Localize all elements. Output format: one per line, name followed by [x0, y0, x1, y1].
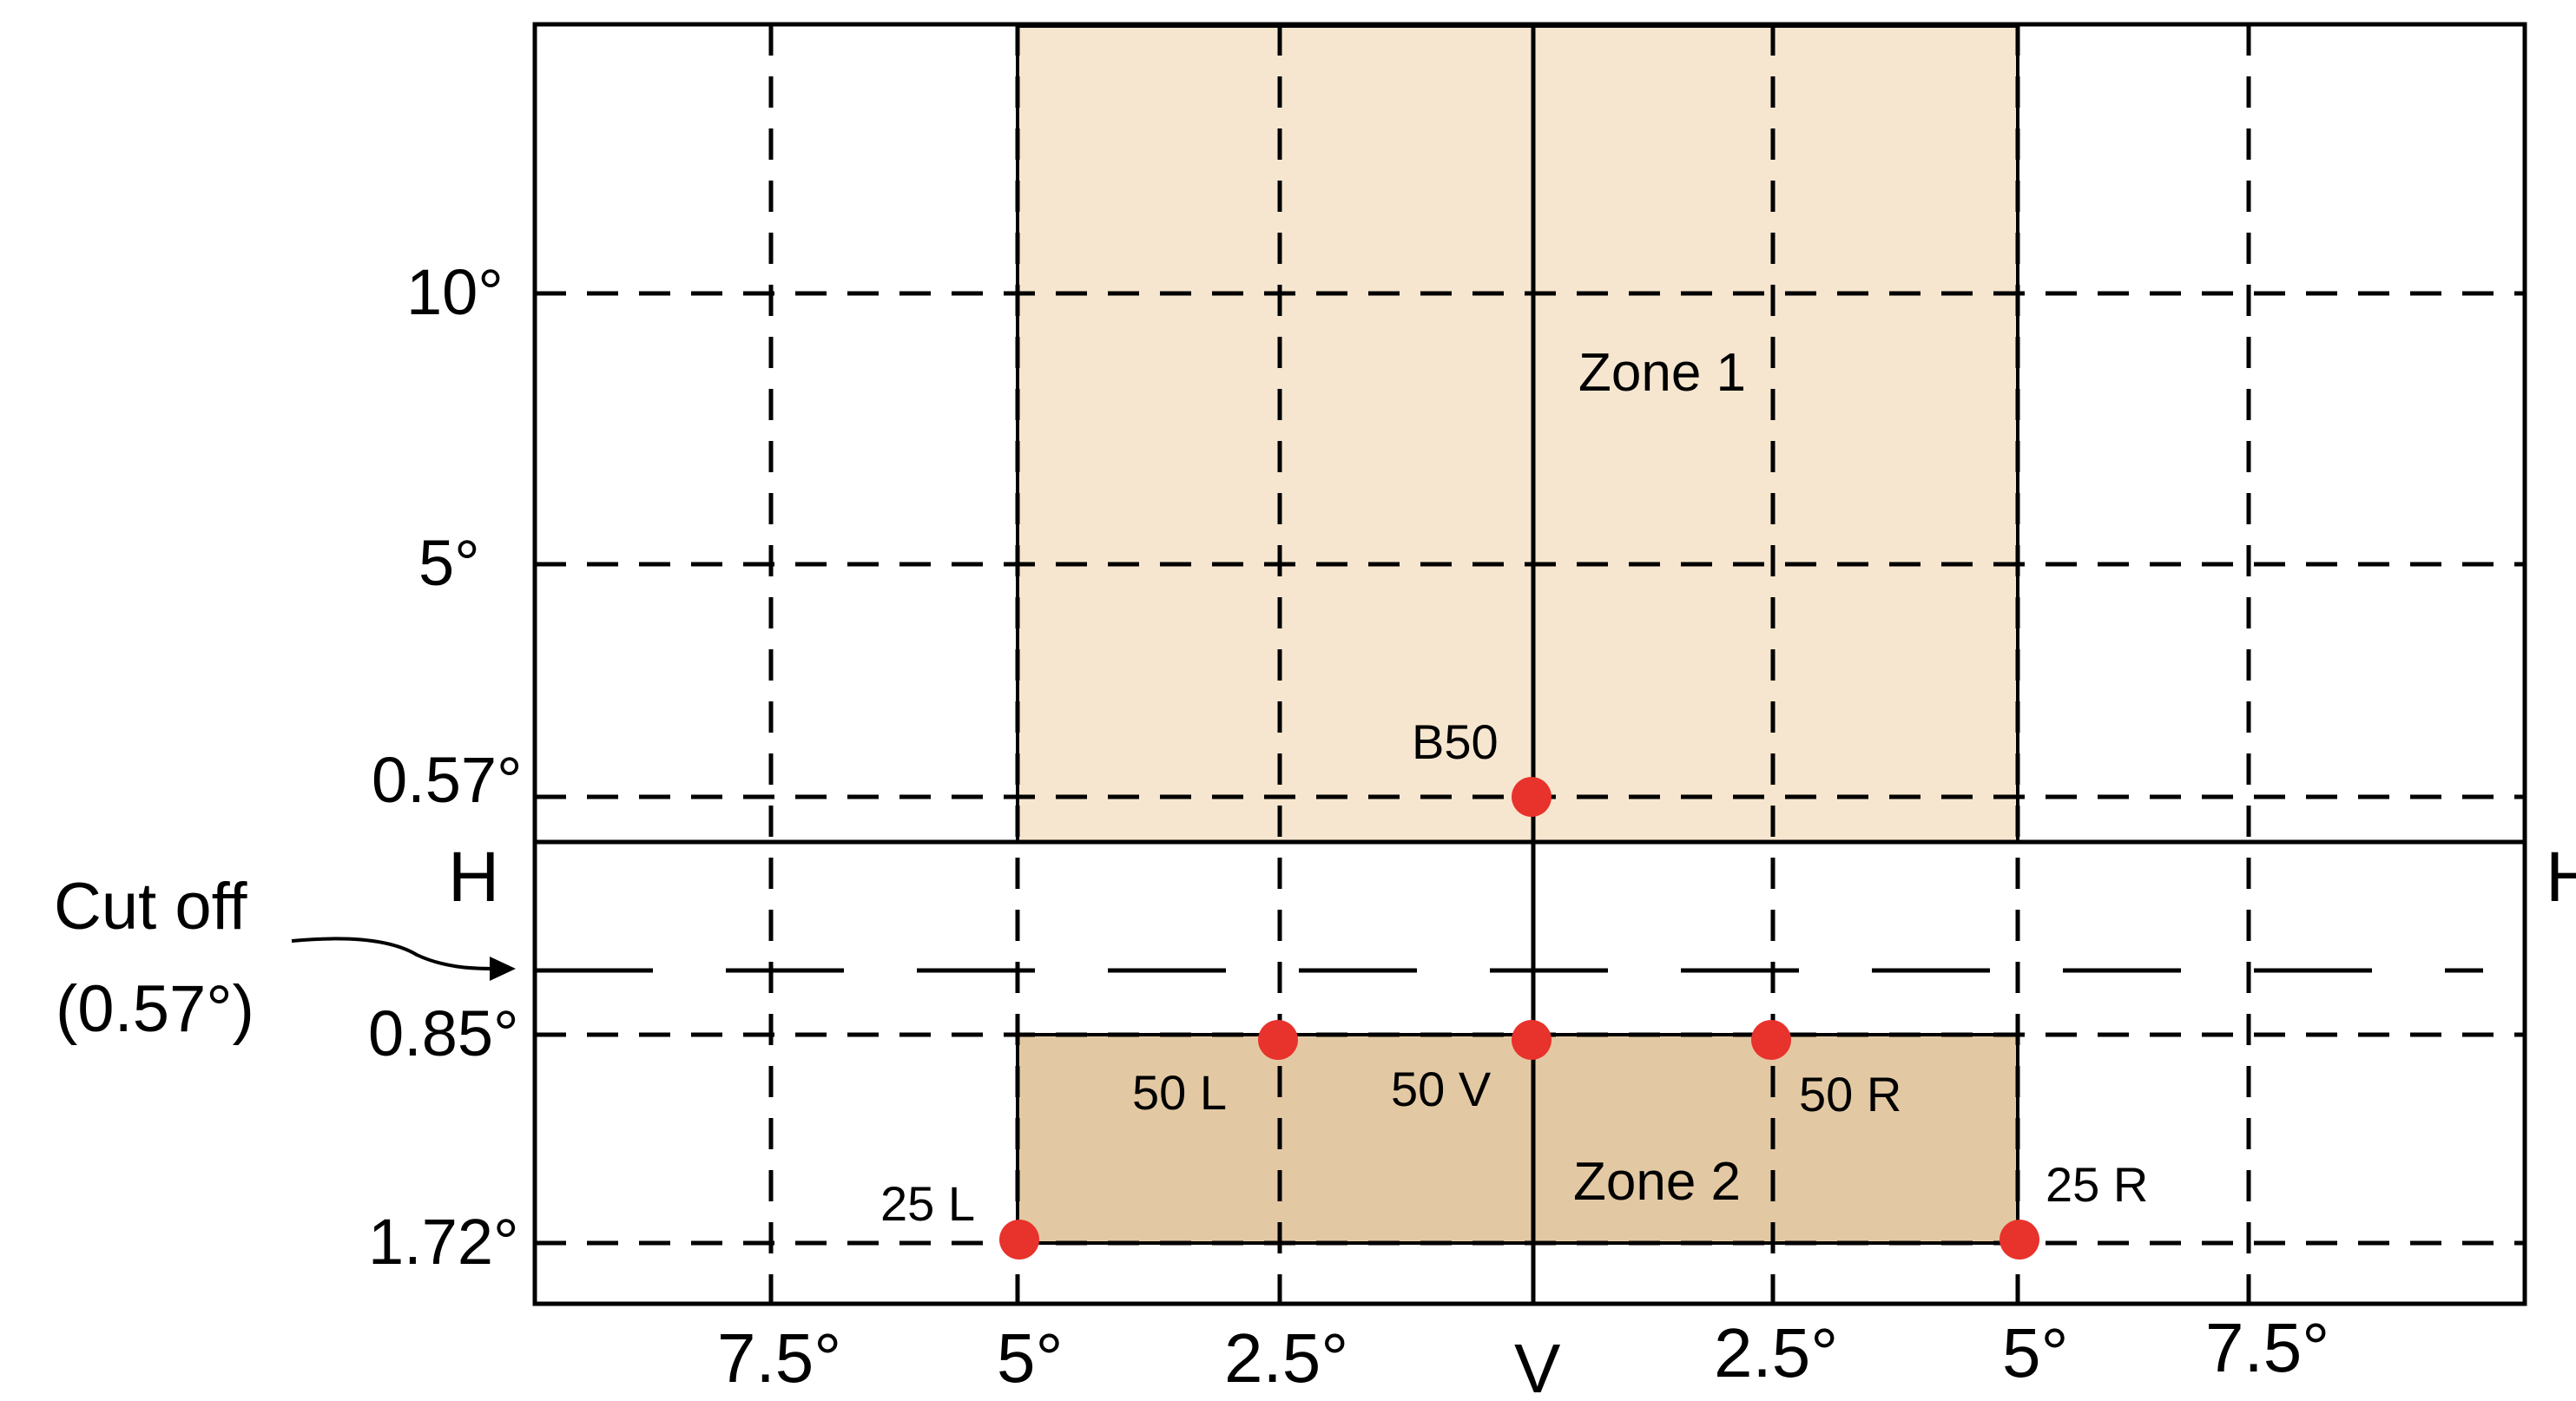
point-b50 [1512, 777, 1552, 817]
point-label-b50: B50 [1412, 714, 1499, 769]
point-50v [1512, 1020, 1552, 1060]
point-label-50l: 50 L [1132, 1065, 1227, 1120]
h-label-right: H [2546, 838, 2576, 917]
zone-2-area [1018, 1035, 2018, 1243]
cutoff-label-line2: (0.57°) [56, 972, 254, 1046]
x-label-left-75: 7.5° [717, 1319, 841, 1397]
zone-2-label: Zone 2 [1573, 1152, 1741, 1212]
x-label-left-25: 2.5° [1224, 1319, 1348, 1397]
point-50l [1258, 1020, 1298, 1060]
x-label-v: V [1514, 1330, 1561, 1401]
zone-1-area [1018, 26, 2018, 842]
x-label-left-5: 5° [997, 1319, 1063, 1397]
y-label-085deg: 0.85° [368, 997, 519, 1069]
point-50r [1751, 1020, 1791, 1060]
x-label-right-5: 5° [2002, 1314, 2068, 1391]
y-label-10deg: 10° [406, 256, 504, 328]
cutoff-arrow [291, 937, 496, 970]
cutoff-arrow-head [490, 957, 516, 981]
x-label-right-75: 7.5° [2205, 1309, 2329, 1386]
point-label-50v: 50 V [1391, 1062, 1492, 1116]
point-label-25r: 25 R [2046, 1157, 2148, 1212]
cutoff-label-line1: Cut off [54, 870, 247, 944]
x-label-right-25: 2.5° [1714, 1314, 1838, 1391]
h-label-left: H [448, 838, 499, 917]
y-label-5deg: 5° [418, 527, 480, 599]
point-25l [999, 1220, 1039, 1260]
y-label-057deg: 0.57° [372, 744, 523, 816]
point-label-50r: 50 R [1799, 1067, 1901, 1121]
point-label-25l: 25 L [880, 1176, 975, 1231]
zone-1-label: Zone 1 [1578, 343, 1746, 403]
point-25r [2000, 1220, 2039, 1260]
y-label-172deg: 1.72° [368, 1206, 519, 1278]
